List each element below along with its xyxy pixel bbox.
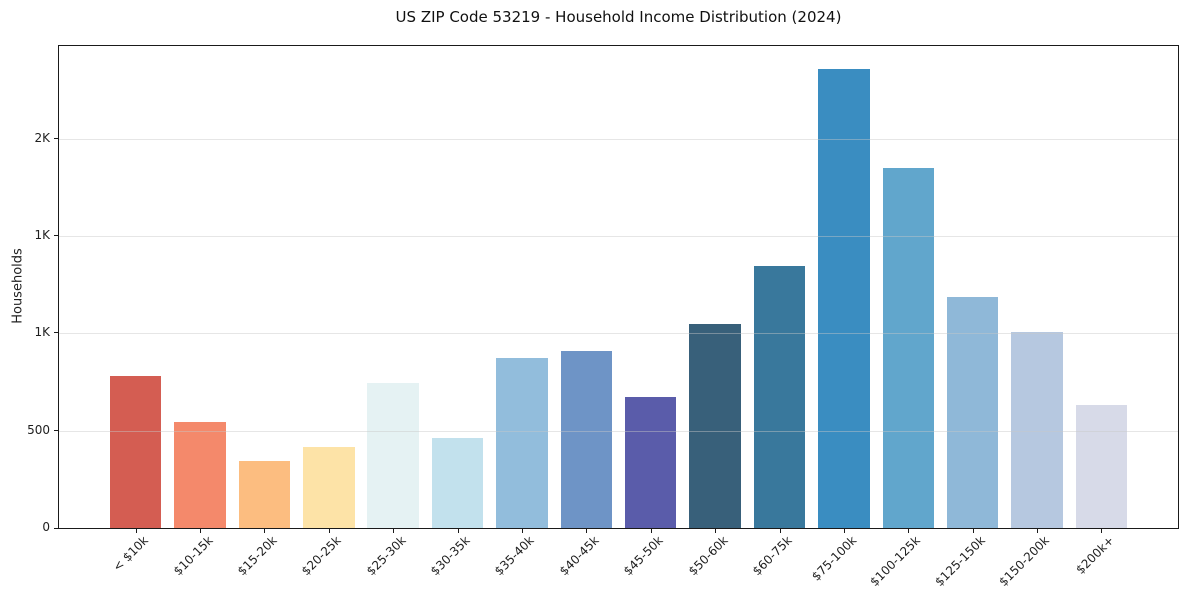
y-tick <box>54 429 58 431</box>
y-tick-label: 1K <box>34 325 50 340</box>
x-tick-label: $25-30k <box>363 533 409 579</box>
bar <box>109 376 162 528</box>
x-tick-label: $125-150k <box>932 533 988 589</box>
chart-title: US ZIP Code 53219 - Household Income Dis… <box>395 8 842 26</box>
y-tick-label: 0 <box>42 520 50 534</box>
y-axis-label: Households <box>10 248 26 324</box>
x-tick-label: $60-75k <box>749 533 795 579</box>
y-tick <box>54 137 58 139</box>
x-tick-label: $35-40k <box>492 533 538 579</box>
x-tick <box>586 529 588 533</box>
y-tick-label: 2K <box>34 130 50 145</box>
gridline <box>59 138 1178 140</box>
x-tick <box>1101 529 1103 533</box>
x-tick <box>393 529 395 533</box>
x-tick <box>1037 529 1038 533</box>
x-tick <box>200 529 201 533</box>
x-tick-label: $30-35k <box>427 533 473 579</box>
gridline <box>59 430 1178 432</box>
gridline <box>59 236 1178 238</box>
x-tick <box>843 529 845 533</box>
x-tick <box>457 529 459 533</box>
x-tick <box>328 529 330 533</box>
y-tick-label: 500 <box>27 422 50 437</box>
bar <box>560 350 613 528</box>
bar <box>174 421 226 528</box>
x-tick-label: < $10k <box>109 533 151 575</box>
x-tick <box>650 529 652 533</box>
y-tick-label: 1K <box>34 228 50 243</box>
bar <box>367 383 419 528</box>
bar <box>1075 405 1128 528</box>
bar <box>946 297 999 528</box>
y-tick <box>54 235 58 237</box>
x-tick <box>521 529 523 533</box>
x-tick <box>135 529 137 533</box>
y-tick <box>54 528 58 529</box>
bar <box>431 437 484 528</box>
x-tick <box>972 529 974 533</box>
x-tick <box>715 529 717 533</box>
x-tick <box>264 529 266 533</box>
x-tick-label: $15-20k <box>234 533 280 579</box>
x-tick-label: $200k+ <box>1073 533 1117 577</box>
bar <box>753 266 806 528</box>
x-tick-label: $20-25k <box>299 533 345 579</box>
bar <box>624 396 677 528</box>
x-tick-label: $100-125k <box>867 533 924 589</box>
bar <box>882 168 934 528</box>
x-tick-label: $150-200k <box>996 533 1053 589</box>
plot-area <box>58 45 1179 529</box>
bar <box>238 460 291 528</box>
bar <box>818 68 870 528</box>
x-tick-label: $10-15k <box>170 533 216 579</box>
bar <box>689 323 741 528</box>
x-tick-label: $75-100k <box>808 533 860 584</box>
x-tick <box>908 529 910 533</box>
bar <box>1011 331 1063 528</box>
gridline <box>59 333 1178 335</box>
bar <box>496 357 548 528</box>
x-tick-label: $50-60k <box>685 533 731 579</box>
y-tick <box>54 332 58 334</box>
x-tick <box>779 529 781 533</box>
x-tick-label: $40-45k <box>556 533 602 579</box>
x-tick-label: $45-50k <box>621 533 666 579</box>
bar <box>303 447 355 528</box>
